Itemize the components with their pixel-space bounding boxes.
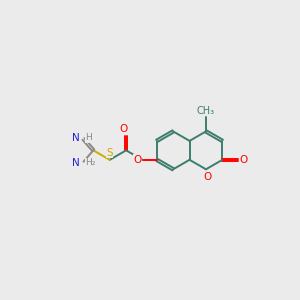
Text: O: O bbox=[203, 172, 211, 182]
Text: S: S bbox=[106, 148, 113, 158]
Text: H: H bbox=[85, 133, 92, 142]
Text: N: N bbox=[72, 133, 79, 143]
Text: H₂: H₂ bbox=[85, 158, 96, 167]
Text: O: O bbox=[134, 154, 142, 165]
Text: O: O bbox=[120, 124, 128, 134]
Text: O: O bbox=[240, 155, 248, 165]
Text: N: N bbox=[72, 158, 79, 168]
Text: CH₃: CH₃ bbox=[197, 106, 215, 116]
